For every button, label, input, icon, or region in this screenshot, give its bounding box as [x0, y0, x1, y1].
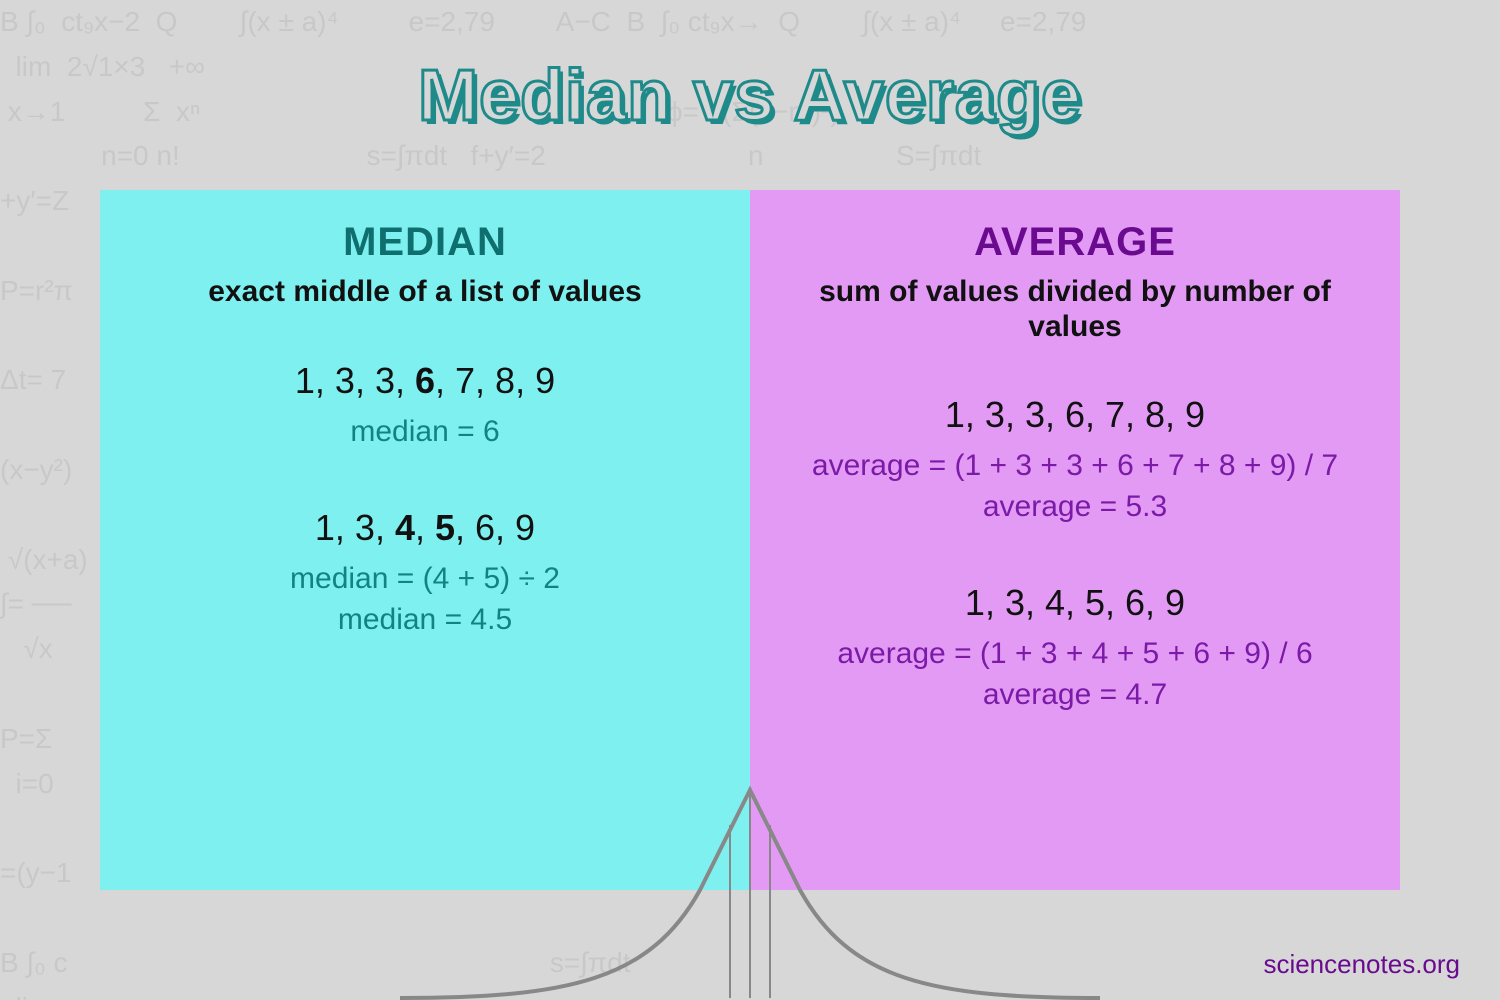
median-subtitle: exact middle of a list of values [165, 275, 685, 310]
calc-line: average = (1 + 3 + 4 + 5 + 6 + 9) / 6 [780, 634, 1370, 675]
calc-line: average = 4.7 [780, 675, 1370, 716]
median-example-1-data: 1, 3, 3, 6, 7, 8, 9 [130, 360, 720, 402]
attribution: sciencenotes.org [1263, 949, 1460, 980]
median-example-2: 1, 3, 4, 5, 6, 9 median = (4 + 5) ÷ 2 me… [130, 507, 720, 640]
average-heading: AVERAGE [780, 220, 1370, 265]
median-panel: MEDIAN exact middle of a list of values … [100, 190, 750, 890]
average-example-1: 1, 3, 3, 6, 7, 8, 9 average = (1 + 3 + 3… [780, 394, 1370, 527]
page-title: Median vs Average [0, 55, 1500, 137]
median-example-2-data: 1, 3, 4, 5, 6, 9 [130, 507, 720, 549]
median-example-1: 1, 3, 3, 6, 7, 8, 9 median = 6 [130, 360, 720, 453]
median-example-2-calc: median = (4 + 5) ÷ 2 median = 4.5 [130, 559, 720, 640]
average-example-2-calc: average = (1 + 3 + 4 + 5 + 6 + 9) / 6 av… [780, 634, 1370, 715]
average-example-1-calc: average = (1 + 3 + 3 + 6 + 7 + 8 + 9) / … [780, 446, 1370, 527]
comparison-panels: MEDIAN exact middle of a list of values … [100, 190, 1400, 890]
median-heading: MEDIAN [130, 220, 720, 265]
average-example-2-data: 1, 3, 4, 5, 6, 9 [780, 582, 1370, 624]
calc-line: average = (1 + 3 + 3 + 6 + 7 + 8 + 9) / … [780, 446, 1370, 487]
median-example-1-calc: median = 6 [130, 412, 720, 453]
calc-line: average = 5.3 [780, 487, 1370, 528]
average-example-2: 1, 3, 4, 5, 6, 9 average = (1 + 3 + 4 + … [780, 582, 1370, 715]
calc-line: median = 6 [130, 412, 720, 453]
calc-line: median = 4.5 [130, 600, 720, 641]
average-example-1-data: 1, 3, 3, 6, 7, 8, 9 [780, 394, 1370, 436]
average-subtitle: sum of values divided by number of value… [815, 275, 1335, 344]
calc-line: median = (4 + 5) ÷ 2 [130, 559, 720, 600]
average-panel: AVERAGE sum of values divided by number … [750, 190, 1400, 890]
